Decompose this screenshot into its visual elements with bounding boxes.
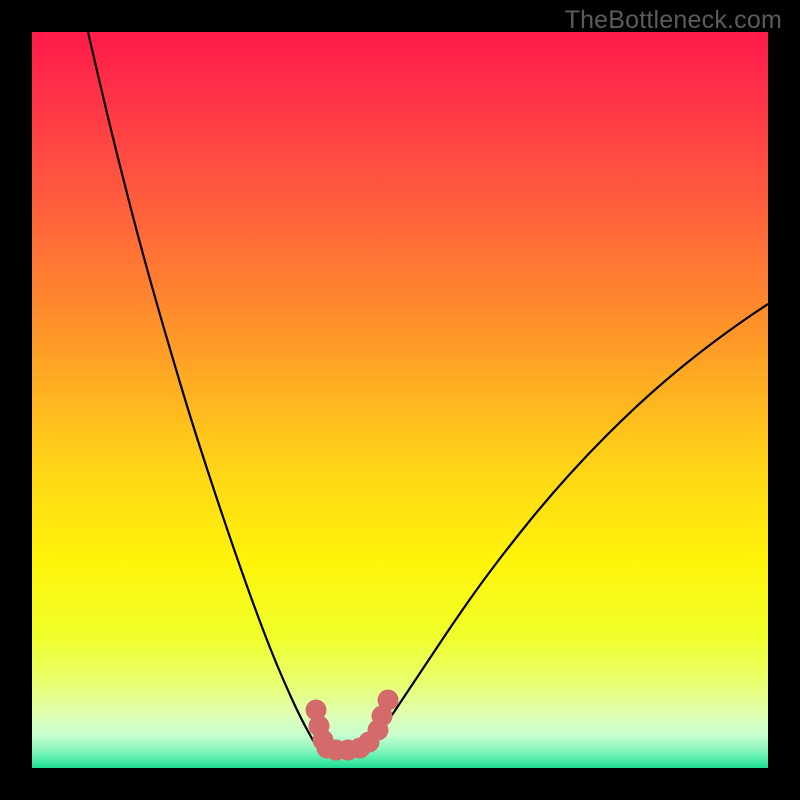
plot-area bbox=[32, 32, 768, 768]
marker-point bbox=[378, 690, 399, 711]
watermark-text: TheBottleneck.com bbox=[565, 6, 782, 35]
line-chart bbox=[32, 32, 768, 768]
curve-left bbox=[88, 32, 319, 749]
curve-right bbox=[368, 304, 768, 749]
